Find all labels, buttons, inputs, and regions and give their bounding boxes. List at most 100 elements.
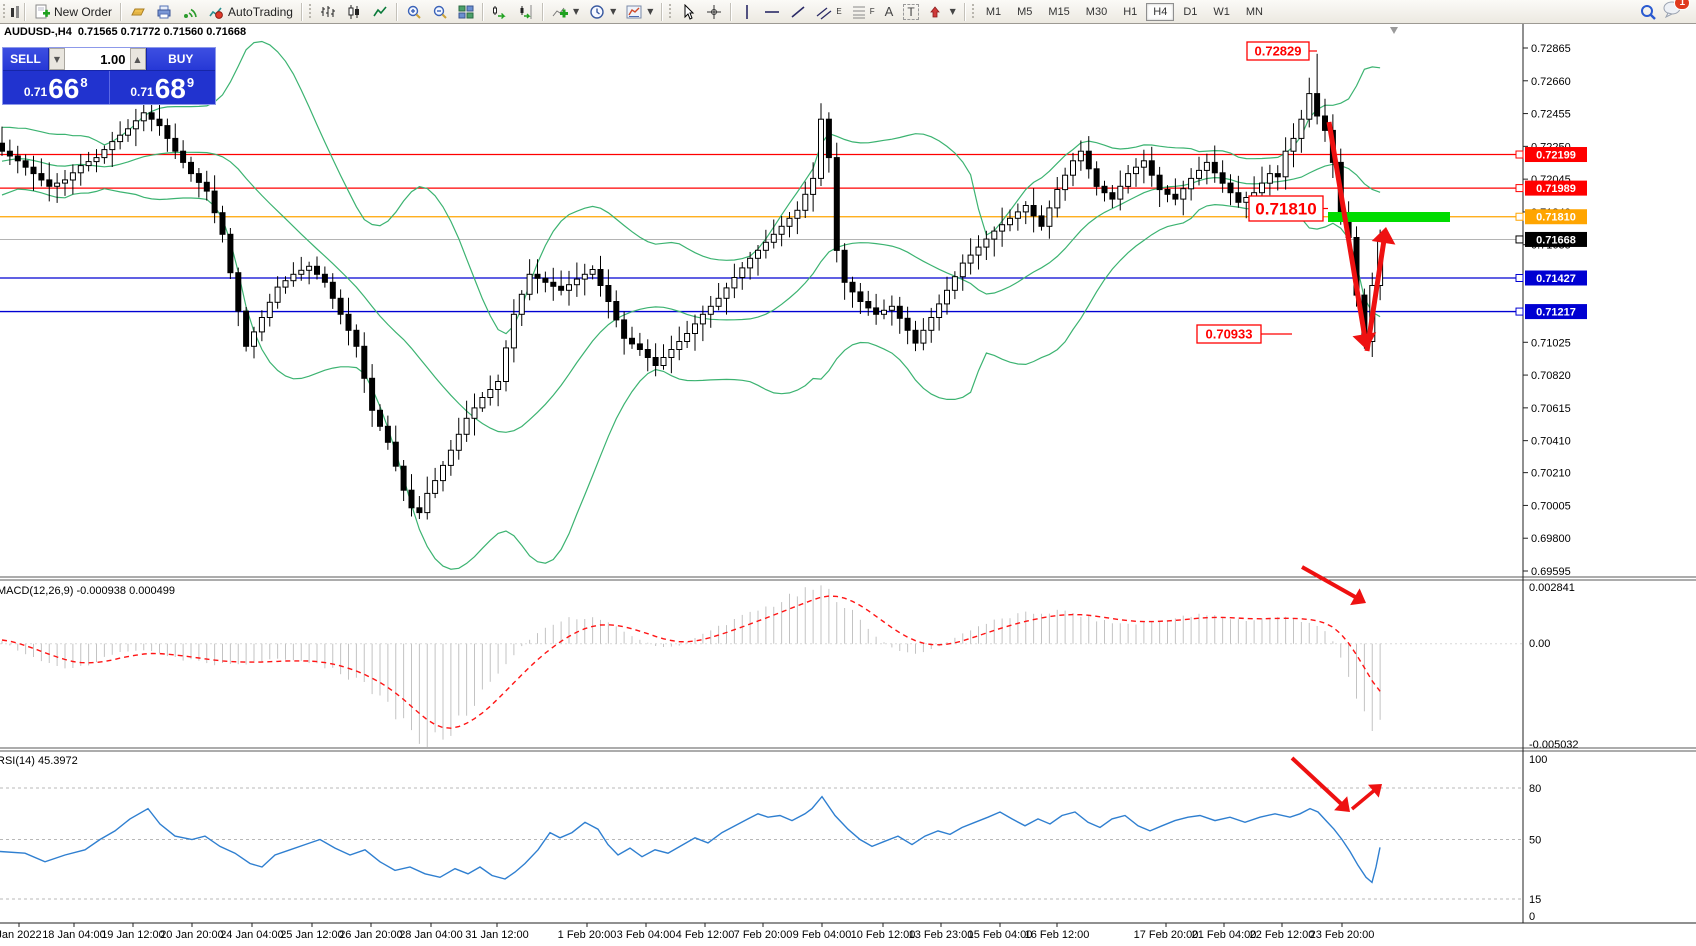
time-tick-label: 18 Jan 04:00 xyxy=(42,929,106,941)
toolbar-grip[interactable] xyxy=(307,3,313,20)
timeframe-m5[interactable]: M5 xyxy=(1010,3,1039,21)
notifications-button[interactable]: 1 xyxy=(1662,0,1690,23)
bar-chart-icon xyxy=(320,5,335,17)
timeframe-m30[interactable]: M30 xyxy=(1079,3,1114,21)
time-tick-label: 25 Jan 12:00 xyxy=(280,929,344,941)
autotrading-button[interactable]: AutoTrading xyxy=(203,2,298,22)
time-tick-label: 15 Feb 04:00 xyxy=(968,929,1033,941)
cursor-button[interactable] xyxy=(675,2,701,22)
time-tick-label: 20 Jan 20:00 xyxy=(160,929,224,941)
sell-button[interactable]: SELL xyxy=(3,48,49,70)
crosshair-button[interactable] xyxy=(701,2,727,22)
line-chart-button[interactable] xyxy=(367,2,393,22)
indicators-button[interactable]: ▼ xyxy=(547,2,584,22)
macd-axis-label: 0.00 xyxy=(1529,638,1550,650)
toolbar-grip[interactable] xyxy=(2,3,7,20)
horizontal-line-icon xyxy=(765,10,780,13)
buy-price-prefix: 0.71 xyxy=(130,85,154,99)
text-label-button[interactable]: T xyxy=(898,2,923,22)
price-badge-label: 0.71989 xyxy=(1536,183,1576,195)
sell-price-display[interactable]: 0.71 66 8 xyxy=(3,71,110,104)
timeframe-mn[interactable]: MN xyxy=(1239,3,1270,21)
time-tick-label: Jan 2022 xyxy=(0,929,42,941)
vertical-line-button[interactable] xyxy=(735,2,759,22)
metaeditor-button[interactable] xyxy=(125,2,151,22)
symbol-label: AUDUSD-,H4 xyxy=(4,26,72,38)
auto-scroll-button[interactable] xyxy=(487,2,513,22)
time-tick-label: 4 Feb 12:00 xyxy=(676,929,735,941)
price-badge xyxy=(1525,180,1587,196)
volume-input[interactable] xyxy=(65,48,130,70)
tile-windows-button[interactable] xyxy=(453,2,479,22)
timeframe-d1[interactable]: D1 xyxy=(1176,3,1204,21)
sell-price-pip: 8 xyxy=(80,75,88,90)
new-order-icon xyxy=(35,4,50,18)
channel-icon xyxy=(817,6,832,20)
timeframe-m15[interactable]: M15 xyxy=(1041,3,1076,21)
chart-shift-button[interactable] xyxy=(513,2,539,22)
time-tick-label: 26 Jan 20:00 xyxy=(339,929,403,941)
templates-button[interactable]: ▼ xyxy=(621,2,658,22)
annotation-arrowhead xyxy=(1368,784,1382,798)
price-line-anchor xyxy=(1515,184,1524,193)
price-line-anchor xyxy=(1515,273,1524,282)
bar-chart-button[interactable] xyxy=(315,2,341,22)
price-callout-box xyxy=(1196,324,1262,344)
toolbar-grip[interactable] xyxy=(668,3,674,20)
time-tick-label: 3 Feb 04:00 xyxy=(617,929,676,941)
fibonacci-button[interactable]: F xyxy=(847,2,880,22)
rsi-axis-label: 100 xyxy=(1529,754,1547,766)
volume-increase-button[interactable]: ▲ xyxy=(129,48,146,70)
zoom-out-button[interactable] xyxy=(427,2,453,22)
price-line-anchor xyxy=(1515,150,1524,159)
buy-price-display[interactable]: 0.71 68 9 xyxy=(109,71,215,104)
price-callout-label: 0.70933 xyxy=(1206,327,1253,342)
print-button[interactable] xyxy=(151,2,177,22)
vertical-line-icon xyxy=(746,4,749,19)
price-badge xyxy=(1525,147,1587,163)
toolbar-grip[interactable] xyxy=(970,3,976,20)
zoom-in-button[interactable] xyxy=(401,2,427,22)
equidistant-channel-button[interactable]: E xyxy=(811,2,846,22)
candlestick-button[interactable] xyxy=(341,2,367,22)
signals-button[interactable] xyxy=(177,2,203,22)
timeframe-m1[interactable]: M1 xyxy=(979,3,1008,21)
line-chart-icon xyxy=(373,5,387,16)
search-button[interactable] xyxy=(1634,1,1662,23)
macd-histogram-layer xyxy=(1,585,1381,747)
buy-price-big: 68 xyxy=(154,73,186,104)
time-tick-label: 9 Feb 04:00 xyxy=(793,929,852,941)
crosshair-icon xyxy=(707,4,722,19)
text-tool-button[interactable]: A xyxy=(880,2,899,21)
volume-decrease-button[interactable]: ▼ xyxy=(49,48,65,70)
chart-icon xyxy=(11,5,19,18)
buy-button[interactable]: BUY xyxy=(145,48,215,70)
periods-button[interactable]: ▼ xyxy=(584,2,621,22)
sell-price-prefix: 0.71 xyxy=(23,85,48,99)
notification-badge: 1 xyxy=(1674,0,1690,10)
zoom-out-icon xyxy=(433,5,447,19)
annotation-arrow xyxy=(1290,756,1344,807)
clock-icon xyxy=(590,4,604,19)
horizontal-line-button[interactable] xyxy=(759,2,785,22)
trendline-button[interactable] xyxy=(785,2,811,22)
time-tick-label: 21 Feb 04:00 xyxy=(1192,929,1257,941)
arrows-tool-icon xyxy=(929,5,940,17)
time-tick-label: 10 Feb 12:00 xyxy=(851,929,916,941)
timeframe-h1[interactable]: H1 xyxy=(1116,3,1144,21)
annotation-arrowhead xyxy=(1371,227,1396,245)
time-tick-label: 7 Feb 20:00 xyxy=(734,929,793,941)
timeframe-h4[interactable]: H4 xyxy=(1146,3,1175,21)
timeframe-w1[interactable]: W1 xyxy=(1206,3,1237,21)
toolbar: New Order AutoTrading xyxy=(0,0,1696,24)
channel-glyph: E xyxy=(836,7,842,16)
time-tick-label: 1 Feb 20:00 xyxy=(558,929,617,941)
price-tick-label: 0.70820 xyxy=(1531,370,1571,382)
clipped-chart-icon[interactable] xyxy=(9,2,21,22)
tile-windows-icon xyxy=(458,5,474,18)
new-order-button[interactable]: New Order xyxy=(29,2,117,22)
arrows-tool-button[interactable]: ▼ xyxy=(924,2,961,22)
text-label-icon: T xyxy=(903,3,919,20)
